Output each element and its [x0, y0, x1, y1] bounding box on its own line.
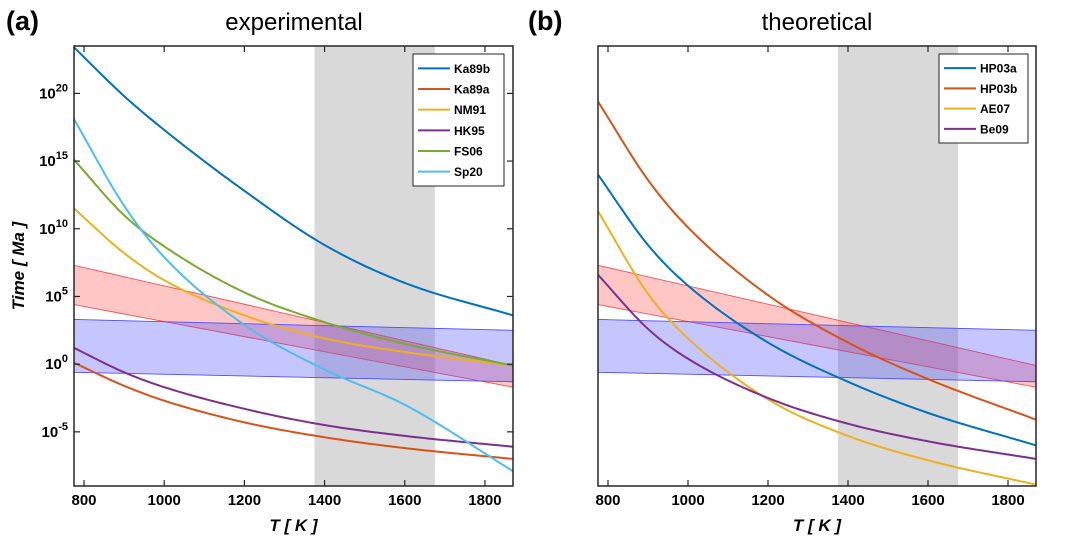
blue-band	[598, 319, 1036, 383]
legend-box	[412, 53, 505, 187]
y-tick-label: 1015	[39, 150, 68, 170]
legend-label-fs06: FS06	[454, 145, 483, 159]
legend: HP03a HP03b AE07 Be09	[938, 53, 1029, 144]
series-line-sp20	[74, 118, 513, 472]
y-tick-label: 105	[45, 285, 68, 305]
chart-title: experimental	[225, 9, 362, 36]
legend-label-ka89a: Ka89a	[454, 83, 490, 97]
x-tick-label: 1600	[388, 492, 421, 509]
panel-label: (b)	[528, 6, 562, 36]
legend-label-hp03a: HP03a	[980, 62, 1017, 76]
series-line-ae07	[598, 210, 1036, 486]
series-line-hp03a	[598, 174, 1036, 447]
x-tick-label: 1000	[148, 492, 181, 509]
legend-label-hp03b: HP03b	[980, 82, 1017, 96]
y-tick-label: 1020	[39, 82, 68, 102]
x-tick-label: 1600	[911, 492, 944, 509]
x-tick-label: 1200	[228, 492, 261, 509]
x-tick-label: 800	[72, 492, 97, 509]
panel-label: (a)	[6, 6, 39, 36]
series-line-nm91	[74, 207, 513, 367]
shaded-temperature-range	[838, 46, 958, 486]
panel-a: (a) experimental 800 1000 1200 1400 1600 1800 10…	[6, 6, 514, 535]
series-line-fs06	[74, 159, 513, 367]
y-axis-label: Time [ Ma ]	[9, 220, 28, 310]
plot-area	[598, 46, 1036, 486]
x-tick-label: 800	[595, 492, 620, 509]
red-band	[74, 264, 513, 388]
x-tick-label: 1400	[308, 492, 341, 509]
chart-title: theoretical	[762, 9, 873, 36]
axes-frame	[597, 45, 1037, 487]
legend-label-sp20: Sp20	[454, 165, 483, 179]
x-tick-label: 1400	[831, 492, 864, 509]
y-tick-label: 1010	[39, 218, 68, 238]
series-line-hp03b	[598, 100, 1036, 421]
panel-b: (b) theoretical 800 1000 1200 1400 1600 1800 T […	[528, 6, 1037, 535]
series-line-ka89b	[74, 46, 513, 317]
legend-label-be09: Be09	[980, 122, 1009, 136]
x-axis-label: T [ K ]	[793, 516, 842, 535]
x-tick-label: 1000	[671, 492, 704, 509]
legend-label-nm91: NM91	[454, 103, 486, 117]
series-line-hk95	[74, 347, 513, 448]
blue-band	[74, 319, 513, 383]
x-tick-label: 1800	[991, 492, 1024, 509]
y-tick-label: 100	[45, 353, 68, 373]
x-tick-label: 1800	[468, 492, 501, 509]
x-axis-label: T [ K ]	[269, 516, 318, 535]
legend-label-ka89b: Ka89b	[454, 62, 490, 76]
series-line-ka89a	[74, 361, 513, 460]
y-tick-label: 10-5	[42, 421, 68, 441]
legend-label-ae07: AE07	[980, 102, 1010, 116]
series-line-be09	[598, 274, 1036, 460]
x-tick-label: 1200	[751, 492, 784, 509]
axes-frame	[73, 45, 514, 487]
legend: Ka89b Ka89a NM91 HK95 FS06 Sp20	[412, 53, 505, 187]
legend-label-hk95: HK95	[454, 124, 485, 138]
